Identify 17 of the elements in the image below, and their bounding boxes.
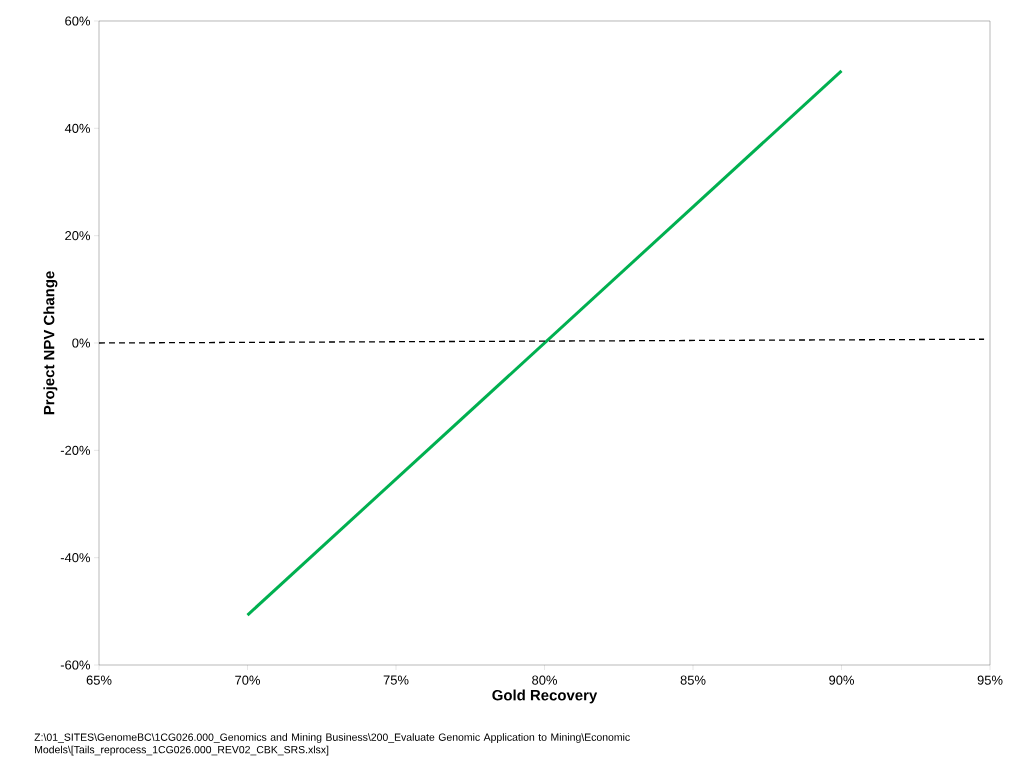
x-tick-label: 75% bbox=[383, 675, 409, 685]
x-tick-label: 65% bbox=[86, 675, 112, 685]
x-tick-label: 80% bbox=[532, 675, 558, 685]
x-tick-label: 85% bbox=[680, 675, 706, 685]
y-axis-title: Project NPV Change bbox=[43, 271, 58, 415]
x-tick-label: 70% bbox=[235, 675, 261, 685]
y-tick-label: 20% bbox=[65, 231, 91, 241]
y-tick-label: -40% bbox=[60, 553, 91, 563]
y-tick-label: 40% bbox=[64, 123, 91, 133]
text: Z:\01_SITES\GenomeBC\1CG026.000_Genomics and Mining Business\200_Evaluate Genomic Application to Mining\Economic Models\[Tails_reprocess_1CG026.000_REV02_CBK_SRS.xlsx] bbox=[34, 733, 630, 756]
y-tick-label: -60% bbox=[60, 660, 91, 670]
y-tick-label: 0% bbox=[72, 338, 91, 348]
y-tick-label: 60% bbox=[65, 16, 91, 26]
x-axis-title: Gold Recovery bbox=[492, 689, 598, 704]
y-tick-label: -20% bbox=[60, 445, 91, 455]
x-tick-label: 90% bbox=[829, 675, 855, 685]
x-tick-label: 95% bbox=[977, 675, 1003, 685]
